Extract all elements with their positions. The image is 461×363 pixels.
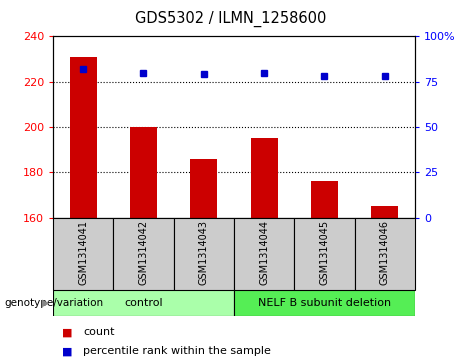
Text: GSM1314043: GSM1314043 — [199, 220, 209, 285]
Text: GSM1314041: GSM1314041 — [78, 220, 88, 285]
Text: ■: ■ — [62, 346, 73, 356]
Text: GSM1314042: GSM1314042 — [138, 220, 148, 285]
Bar — [234, 290, 415, 316]
Bar — [130, 127, 157, 218]
Bar — [371, 207, 398, 218]
Bar — [294, 218, 355, 290]
Text: GDS5302 / ILMN_1258600: GDS5302 / ILMN_1258600 — [135, 11, 326, 27]
Text: GSM1314046: GSM1314046 — [380, 220, 390, 285]
Bar — [250, 138, 278, 218]
Bar — [311, 182, 338, 218]
Text: NELF B subunit deletion: NELF B subunit deletion — [258, 298, 391, 308]
Bar — [113, 218, 174, 290]
Bar — [53, 218, 113, 290]
Text: ■: ■ — [62, 327, 73, 337]
Text: ▶: ▶ — [42, 298, 50, 308]
Text: genotype/variation: genotype/variation — [5, 298, 104, 308]
Text: count: count — [83, 327, 114, 337]
Bar — [355, 218, 415, 290]
Bar — [190, 159, 218, 218]
Bar — [53, 290, 234, 316]
Text: control: control — [124, 298, 163, 308]
Text: GSM1314045: GSM1314045 — [319, 220, 330, 285]
Bar — [174, 218, 234, 290]
Bar — [234, 218, 294, 290]
Text: percentile rank within the sample: percentile rank within the sample — [83, 346, 271, 356]
Bar — [70, 57, 97, 218]
Text: GSM1314044: GSM1314044 — [259, 220, 269, 285]
